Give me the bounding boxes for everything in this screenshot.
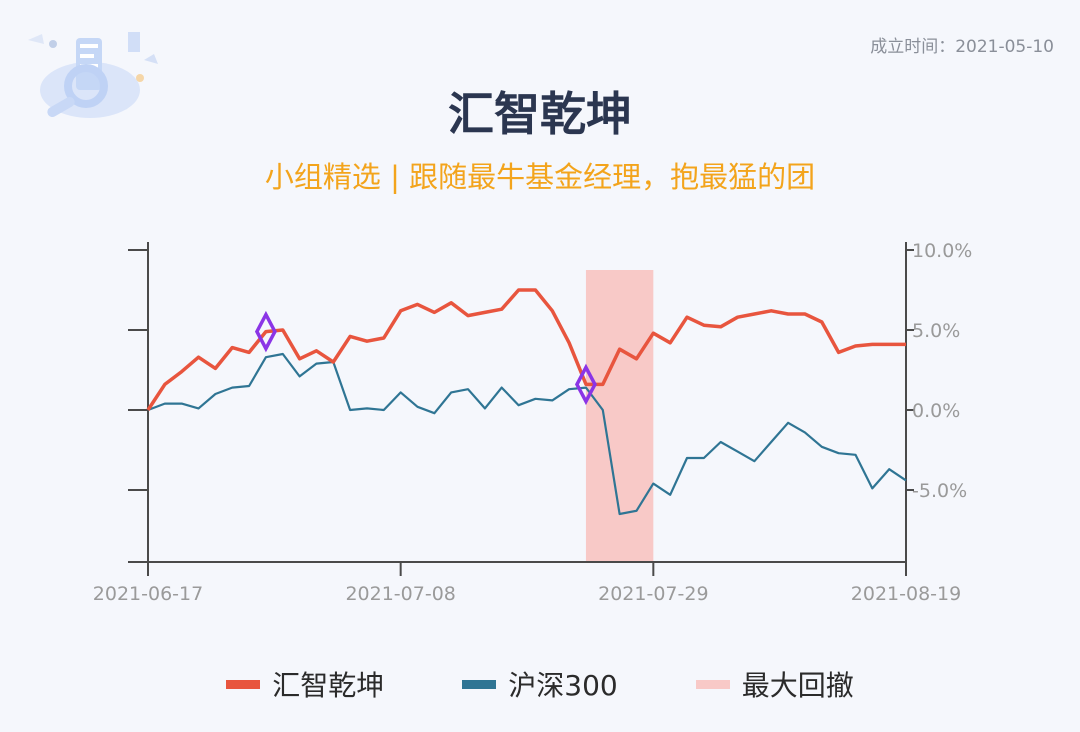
x-tick-label: 2021-08-19: [851, 583, 961, 605]
fund-series-line: [146, 288, 906, 411]
diamond-marker: [254, 310, 277, 353]
page-title: 汇智乾坤: [448, 87, 632, 141]
page-subtitle: 小组精选 | 跟随最牛基金经理，抱最猛的团: [264, 160, 816, 194]
founded-date: 成立时间：2021-05-10: [870, 37, 1054, 57]
y-tick-label: -5.0%: [912, 480, 967, 502]
legend-item-fund: 汇智乾坤: [226, 664, 384, 704]
performance-chart: 10.0% 5.0% 0.0% -5.0% 2021-06-17 2021-07-08 20…: [93, 240, 973, 605]
legend-swatch-fund: [226, 679, 261, 689]
max-drawdown-band: [585, 270, 654, 562]
y-tick-label: 0.0%: [912, 400, 960, 422]
legend-label-drawdown: 最大回撤: [741, 669, 854, 702]
diamond-marker: [574, 363, 597, 406]
legend-item-index: 沪深300: [462, 664, 618, 704]
chart-legend: 汇智乾坤 沪深300 最大回撤: [0, 664, 1080, 704]
x-tick-label: 2021-07-08: [345, 583, 455, 605]
y-tick-label: 5.0%: [912, 320, 960, 342]
index-series-line: [147, 352, 907, 516]
x-tick-label: 2021-06-17: [93, 583, 203, 605]
legend-label-fund: 汇智乾坤: [272, 669, 385, 702]
legend-item-drawdown: 最大回撤: [695, 664, 854, 704]
x-tick-label: 2021-07-29: [598, 583, 708, 605]
magnifier-decoration-icon: [28, 32, 158, 118]
y-tick-label: 10.0%: [912, 240, 972, 262]
legend-label-index: 沪深300: [508, 669, 618, 702]
legend-swatch-drawdown: [695, 679, 730, 689]
legend-swatch-index: [462, 679, 497, 689]
